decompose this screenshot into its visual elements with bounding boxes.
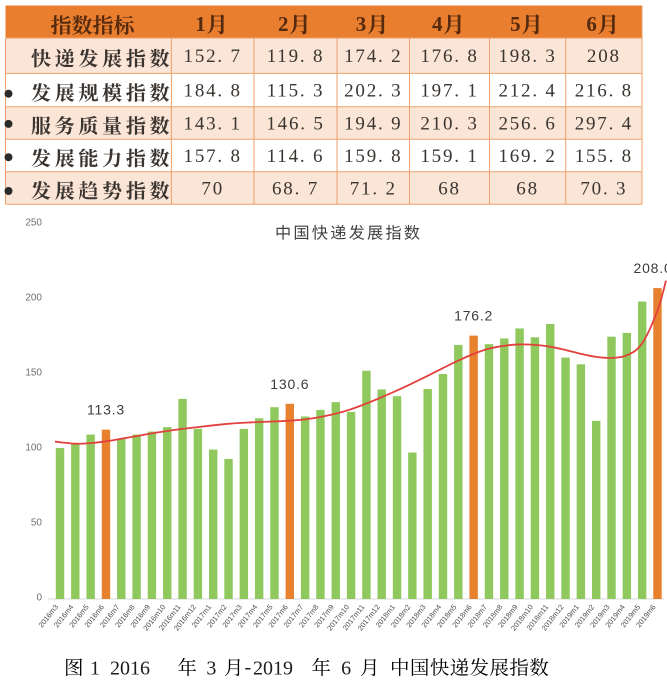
svg-text:155. 8: 155. 8 <box>575 146 633 167</box>
svg-text:100: 100 <box>25 442 42 453</box>
svg-text:198. 3: 198. 3 <box>498 46 556 67</box>
svg-text:200: 200 <box>25 292 42 303</box>
svg-text:194. 9: 194. 9 <box>344 114 402 135</box>
svg-text:159. 8: 159. 8 <box>344 146 402 167</box>
svg-text:202. 3: 202. 3 <box>344 81 402 102</box>
svg-text:68: 68 <box>516 179 539 200</box>
svg-text:184. 8: 184. 8 <box>184 81 242 102</box>
svg-text:216. 8: 216. 8 <box>575 81 633 102</box>
svg-text:2019: 2019 <box>253 658 293 680</box>
svg-text:115. 3: 115. 3 <box>267 81 325 102</box>
svg-text:176.2: 176.2 <box>454 308 493 324</box>
svg-text:159. 1: 159. 1 <box>420 146 478 167</box>
svg-text:4: 4 <box>432 12 443 36</box>
svg-text:114. 6: 114. 6 <box>267 146 325 167</box>
svg-text:1: 1 <box>195 12 206 36</box>
svg-text:250: 250 <box>25 217 42 228</box>
svg-text:2: 2 <box>278 12 289 36</box>
svg-text:3: 3 <box>356 12 367 36</box>
svg-text:143. 1: 143. 1 <box>184 114 242 135</box>
svg-text:68. 7: 68. 7 <box>272 179 319 200</box>
svg-text:5: 5 <box>510 12 521 36</box>
svg-text:113.3: 113.3 <box>87 402 125 418</box>
svg-text:119. 8: 119. 8 <box>267 46 325 67</box>
svg-text:176. 8: 176. 8 <box>420 46 478 67</box>
svg-text:6: 6 <box>586 12 597 36</box>
svg-text:0: 0 <box>36 592 42 603</box>
svg-text:208: 208 <box>587 46 621 67</box>
svg-text:71. 2: 71. 2 <box>350 179 397 200</box>
svg-text:50: 50 <box>31 517 43 528</box>
svg-text:130.6: 130.6 <box>270 376 309 392</box>
svg-text:2016: 2016 <box>110 658 150 680</box>
svg-text:297. 4: 297. 4 <box>575 114 633 135</box>
svg-text:150: 150 <box>25 367 42 378</box>
svg-text:169. 2: 169. 2 <box>498 146 556 167</box>
svg-text:6: 6 <box>341 658 351 680</box>
svg-text:197. 1: 197. 1 <box>420 81 478 102</box>
svg-text:174. 2: 174. 2 <box>344 46 402 67</box>
svg-text:70. 3: 70. 3 <box>580 179 627 200</box>
svg-text:256. 6: 256. 6 <box>498 114 556 135</box>
svg-text:208.0: 208.0 <box>634 260 667 276</box>
svg-text:157. 8: 157. 8 <box>184 146 242 167</box>
svg-text:3: 3 <box>206 658 216 680</box>
svg-text:152. 7: 152. 7 <box>184 46 242 67</box>
svg-text:146. 5: 146. 5 <box>266 114 324 135</box>
svg-text:-: - <box>245 657 252 679</box>
svg-text:70: 70 <box>201 179 224 200</box>
svg-text:68: 68 <box>438 179 461 200</box>
svg-text:210. 3: 210. 3 <box>420 114 478 135</box>
svg-text:212. 4: 212. 4 <box>498 81 556 102</box>
svg-text:1: 1 <box>90 658 100 680</box>
